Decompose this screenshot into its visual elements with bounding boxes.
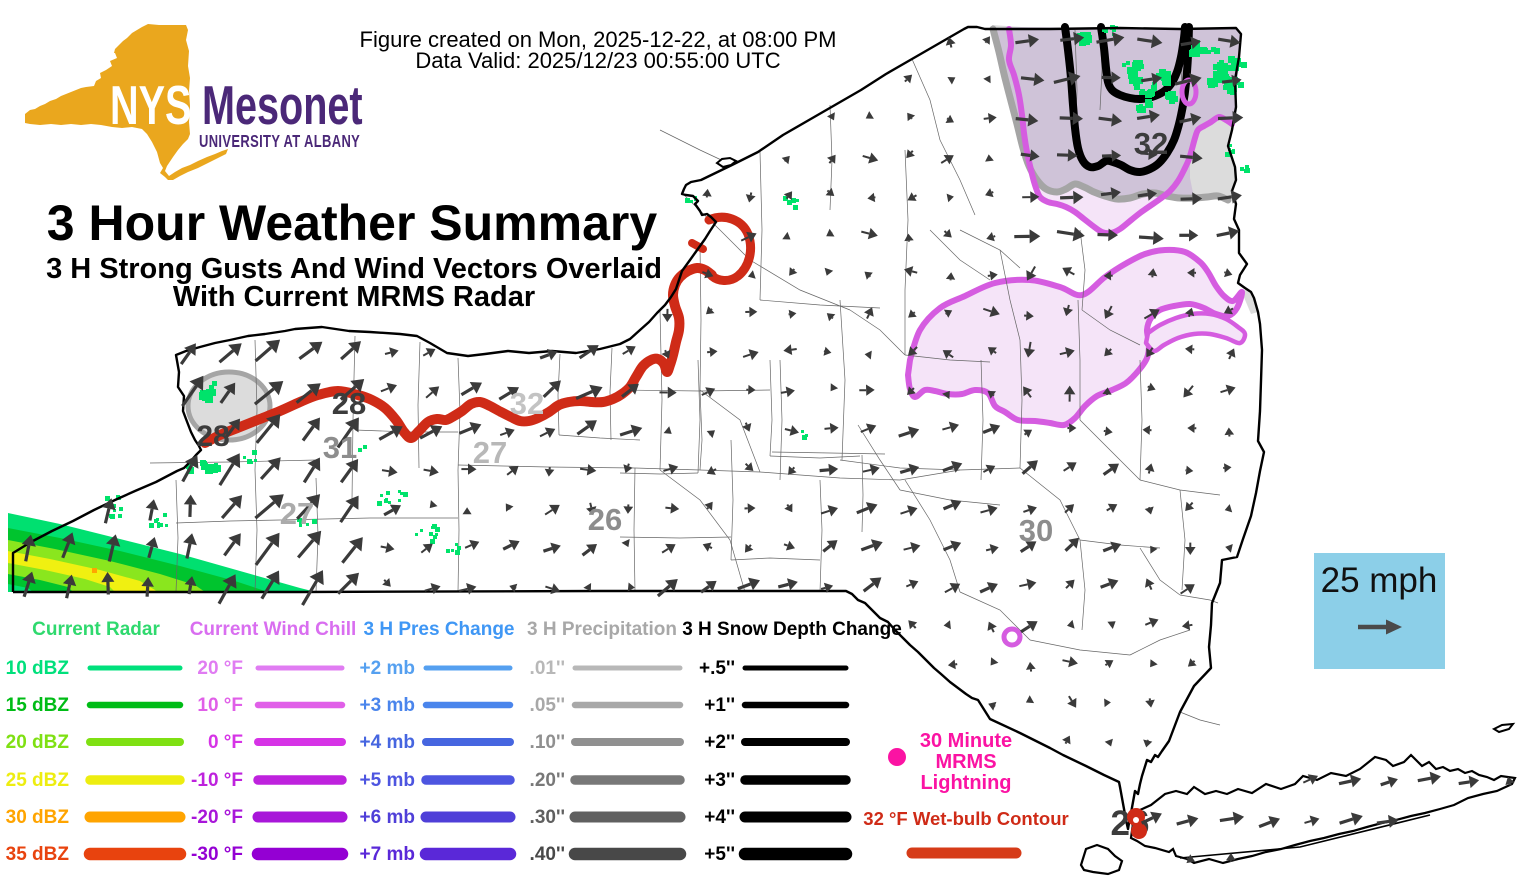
svg-text:27: 27 [280,496,314,531]
svg-text:28: 28 [332,386,366,421]
svg-text:-20 °F: -20 °F [191,807,243,828]
svg-text:20 °F: 20 °F [197,658,243,679]
svg-text:.30'': .30'' [530,807,565,828]
svg-text:With Current MRMS Radar: With Current MRMS Radar [173,281,535,313]
svg-text:+1'': +1'' [704,695,735,716]
svg-text:10 °F: 10 °F [197,695,243,716]
svg-text:26: 26 [588,502,622,537]
svg-text:3 Hour Weather Summary: 3 Hour Weather Summary [47,195,658,251]
svg-text:10 dBZ: 10 dBZ [6,658,70,679]
svg-text:-10 °F: -10 °F [191,770,243,791]
svg-text:Lightning: Lightning [920,772,1011,794]
svg-text:+4'': +4'' [704,807,735,828]
svg-text:+3 mb: +3 mb [360,695,415,716]
svg-text:.20'': .20'' [530,770,565,791]
svg-text:28: 28 [196,420,229,453]
svg-text:20 dBZ: 20 dBZ [6,732,70,753]
svg-text:31: 31 [323,430,357,465]
svg-text:15 dBZ: 15 dBZ [6,695,70,716]
svg-text:30 dBZ: 30 dBZ [6,807,70,828]
svg-text:NYS: NYS [110,76,191,137]
svg-text:Current Radar: Current Radar [32,619,160,640]
svg-text:+6 mb: +6 mb [360,807,415,828]
svg-text:-30 °F: -30 °F [191,844,243,865]
svg-text:Data Valid: 2025/12/23 00:55:0: Data Valid: 2025/12/23 00:55:00 UTC [415,48,780,73]
svg-text:3 H Precipitation: 3 H Precipitation [527,619,677,640]
svg-text:30 Minute: 30 Minute [920,730,1012,752]
svg-text:.10'': .10'' [530,732,565,753]
svg-text:MRMS: MRMS [935,751,996,773]
svg-text:+5'': +5'' [704,844,735,865]
svg-text:Current Wind Chill: Current Wind Chill [190,619,357,640]
svg-text:27: 27 [473,435,507,470]
svg-text:+5 mb: +5 mb [360,770,415,791]
svg-text:35 dBZ: 35 dBZ [6,844,70,865]
svg-text:32 °F Wet-bulb Contour: 32 °F Wet-bulb Contour [863,808,1068,829]
svg-text:30: 30 [1019,513,1053,548]
svg-text:32: 32 [1134,126,1168,161]
svg-text:+3'': +3'' [704,770,735,791]
svg-text:+2 mb: +2 mb [360,658,415,679]
svg-text:25 mph: 25 mph [1321,561,1438,600]
svg-text:+.5'': +.5'' [699,658,735,679]
svg-text:0 °F: 0 °F [208,732,243,753]
svg-text:Mesonet: Mesonet [202,76,363,137]
svg-text:25 dBZ: 25 dBZ [6,770,70,791]
svg-text:+7 mb: +7 mb [360,844,415,865]
svg-text:32: 32 [510,386,544,421]
svg-text:UNIVERSITY AT ALBANY: UNIVERSITY AT ALBANY [199,132,360,152]
svg-text:+2'': +2'' [704,732,735,753]
svg-text:+4 mb: +4 mb [360,732,415,753]
svg-text:.40'': .40'' [530,844,565,865]
svg-text:3 H Pres Change: 3 H Pres Change [364,619,515,640]
svg-text:.01'': .01'' [530,658,565,679]
svg-text:3 H Snow Depth Change: 3 H Snow Depth Change [682,619,902,640]
svg-text:.05'': .05'' [530,695,565,716]
